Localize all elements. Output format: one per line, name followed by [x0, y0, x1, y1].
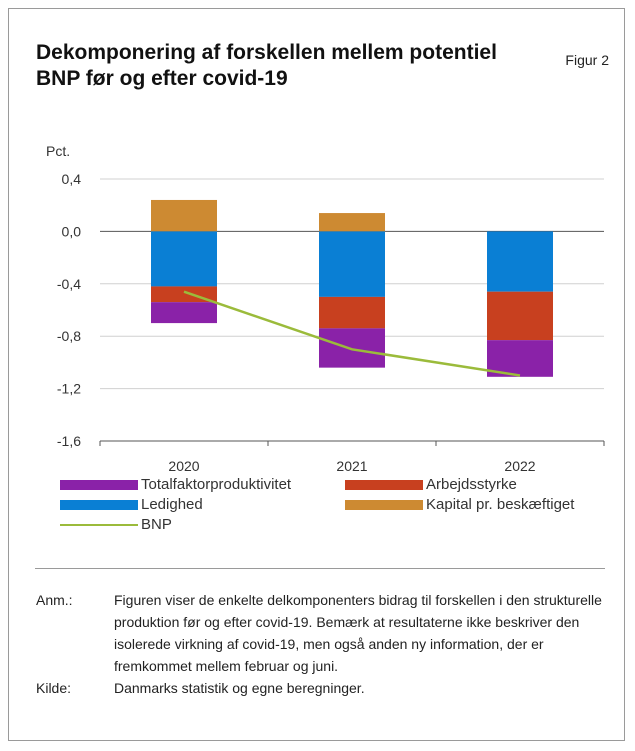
legend-label: Arbejdsstyrke [426, 476, 517, 493]
legend-item-arbejdsstyrke: Arbejdsstyrke [345, 476, 517, 493]
legend-item-bnp: BNP [60, 516, 172, 533]
bars [151, 199, 553, 377]
bar-ledighed-2021 [319, 231, 385, 297]
figure-label: Figur 2 [565, 52, 609, 68]
legend-item-totalfaktorproduktivitet: Totalfaktorproduktivitet [60, 476, 291, 493]
legend-swatch-totalfaktorproduktivitet [60, 479, 138, 490]
y-axis-label: Pct. [46, 143, 70, 159]
legend-label: BNP [141, 516, 172, 533]
bar-ledighed-2020 [151, 231, 217, 287]
y-tick-label: -0,4 [57, 276, 81, 292]
note-anm-text: Figuren viser de enkelte delkomponenters… [114, 592, 602, 674]
chart: 0,4 0,0 -0,4 -0,8 -1,2 -1,6 Pct. 2020 2021 2022 [46, 143, 605, 474]
legend-item-ledighed: Ledighed [60, 496, 203, 513]
y-tick-label: 0,0 [62, 223, 82, 239]
legend-label: Totalfaktorproduktivitet [141, 476, 292, 493]
legend-line-bnp [60, 523, 138, 526]
x-tick-label: 2022 [504, 458, 535, 474]
divider [35, 568, 605, 569]
legend-label: Ledighed [141, 496, 203, 513]
line-series [183, 290, 521, 377]
note-anm-label: Anm.: [36, 592, 73, 608]
legend-swatch-ledighed [60, 499, 138, 510]
bar-kapital-pr-besk-ftiget-2021 [319, 213, 385, 232]
bar-totalfaktorproduktivitet-2020 [151, 302, 217, 324]
legend-swatch-arbejdsstyrke [345, 479, 423, 490]
bar-kapital-pr-besk-ftiget-2020 [151, 199, 217, 232]
y-tick-label: 0,4 [62, 171, 82, 187]
chart-title: Dekomponering af forskellen mellem poten… [36, 41, 497, 90]
x-tick-label: 2020 [168, 458, 199, 474]
note-source-label: Kilde: [36, 680, 72, 696]
legend-label: Kapital pr. beskæftiget [426, 496, 575, 513]
line-bnp [183, 290, 521, 377]
note-source: Kilde: Danmarks statistik og egne beregn… [36, 677, 606, 699]
x-tick-label: 2021 [336, 458, 367, 474]
y-tick-label: -1,2 [57, 381, 81, 397]
bar-totalfaktorproduktivitet-2022 [487, 340, 553, 377]
note-anm: Anm.: Figuren viser de enkelte delkompon… [36, 589, 606, 677]
x-axis: 2020 2021 2022 [99, 440, 605, 474]
y-tick-label: -1,6 [57, 433, 81, 449]
bar-arbejdsstyrke-2022 [487, 291, 553, 341]
note-source-text: Danmarks statistik og egne beregninger. [114, 680, 365, 696]
bar-ledighed-2022 [487, 231, 553, 292]
legend-item-kapital: Kapital pr. beskæftiget [345, 496, 574, 513]
legend-swatch-kapital [345, 499, 423, 510]
y-tick-labels: 0,4 0,0 -0,4 -0,8 -1,2 -1,6 [57, 171, 81, 449]
notes: Anm.: Figuren viser de enkelte delkompon… [36, 589, 606, 699]
y-tick-label: -0,8 [57, 328, 81, 344]
bar-arbejdsstyrke-2021 [319, 296, 385, 329]
